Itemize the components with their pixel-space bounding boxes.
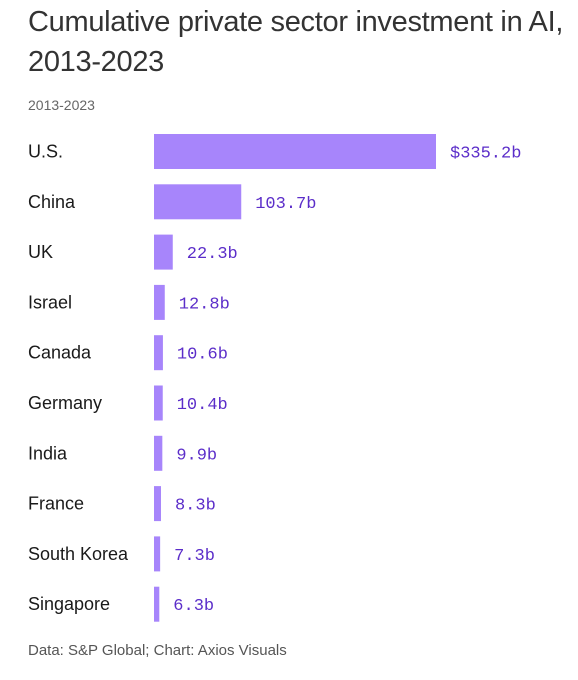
value-label: 103.7b [255,195,316,214]
value-label: 7.3b [174,547,215,566]
value-label: 12.8b [179,295,230,314]
value-label: 10.4b [177,396,228,415]
bar [154,435,163,471]
value-label: 6.3b [173,597,214,616]
category-label: India [28,443,68,463]
bar [154,234,173,270]
category-label: Canada [28,343,92,363]
value-label: $335.2b [450,145,521,164]
category-label: Germany [28,393,102,413]
bar-chart: U.S. $335.2b China 103.7b UK 22.3b Israel 12.8b… [28,134,521,622]
bar [154,486,161,522]
category-label: Israel [28,292,72,312]
value-label: 8.3b [175,497,216,516]
value-label: 22.3b [187,245,238,264]
category-label: France [28,494,84,514]
value-label: 9.9b [176,446,217,465]
value-label: 10.6b [177,346,228,365]
chart-title: Cumulative private sector investment in … [28,6,564,78]
category-label: Singapore [28,594,110,614]
category-label: UK [28,242,53,262]
category-label: China [28,192,76,212]
category-label: South Korea [28,544,129,564]
bar [154,586,160,622]
category-label: U.S. [28,142,63,162]
bar [154,385,163,421]
bar [154,284,165,320]
bar [154,536,161,572]
bar [154,184,242,220]
bar [154,134,436,169]
chart-subtitle: 2013-2023 [28,97,95,113]
bar [154,335,163,371]
source-note: Data: S&P Global; Chart: Axios Visuals [28,642,287,659]
